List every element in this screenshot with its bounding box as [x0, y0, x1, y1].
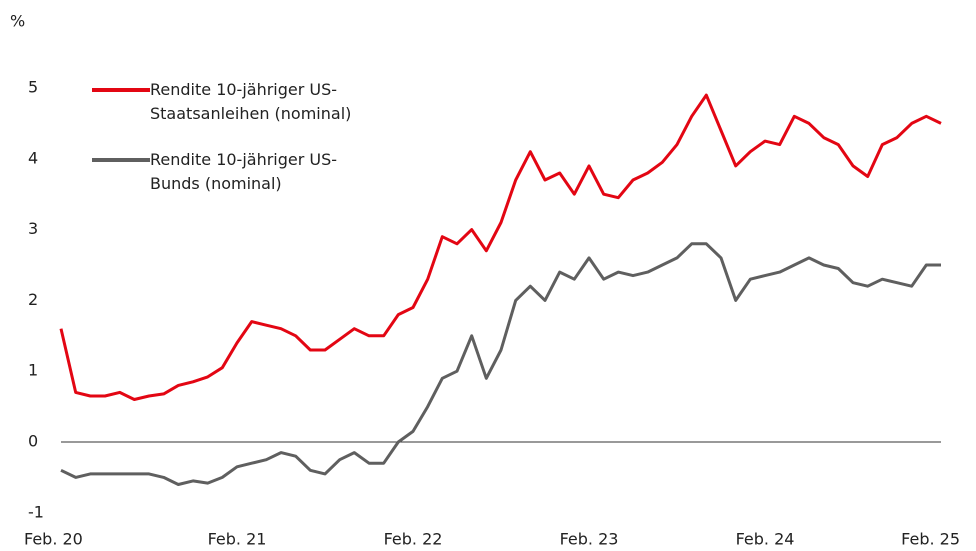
- y-tick-label: 5: [28, 78, 38, 97]
- x-tick-label: Feb. 22: [384, 530, 443, 549]
- legend-item: Rendite 10-jähriger US-Staatsanleihen (n…: [92, 78, 362, 126]
- legend-swatch: [92, 88, 150, 92]
- y-tick-label: 3: [28, 219, 38, 238]
- x-tick-label: Feb. 25: [901, 530, 960, 549]
- x-tick-label: Feb. 24: [736, 530, 795, 549]
- x-tick-label: Feb. 20: [24, 530, 83, 549]
- y-axis-label: %: [10, 12, 25, 31]
- legend-item: Rendite 10-jähriger US-Bunds (nominal): [92, 148, 362, 196]
- y-tick-label: 1: [28, 361, 38, 380]
- y-tick-label: 2: [28, 290, 38, 309]
- legend-swatch: [92, 158, 150, 162]
- x-tick-label: Feb. 23: [560, 530, 619, 549]
- legend-label: Rendite 10-jähriger US-Bunds (nominal): [150, 150, 338, 193]
- y-tick-label: 0: [28, 432, 38, 451]
- y-tick-label: 4: [28, 148, 38, 167]
- x-tick-label: Feb. 21: [208, 530, 267, 549]
- series-line: [60, 242, 941, 486]
- y-tick-label: -1: [28, 502, 44, 521]
- series-line: [59, 93, 942, 401]
- legend-label: Rendite 10-jähriger US-Staatsanleihen (n…: [150, 80, 352, 123]
